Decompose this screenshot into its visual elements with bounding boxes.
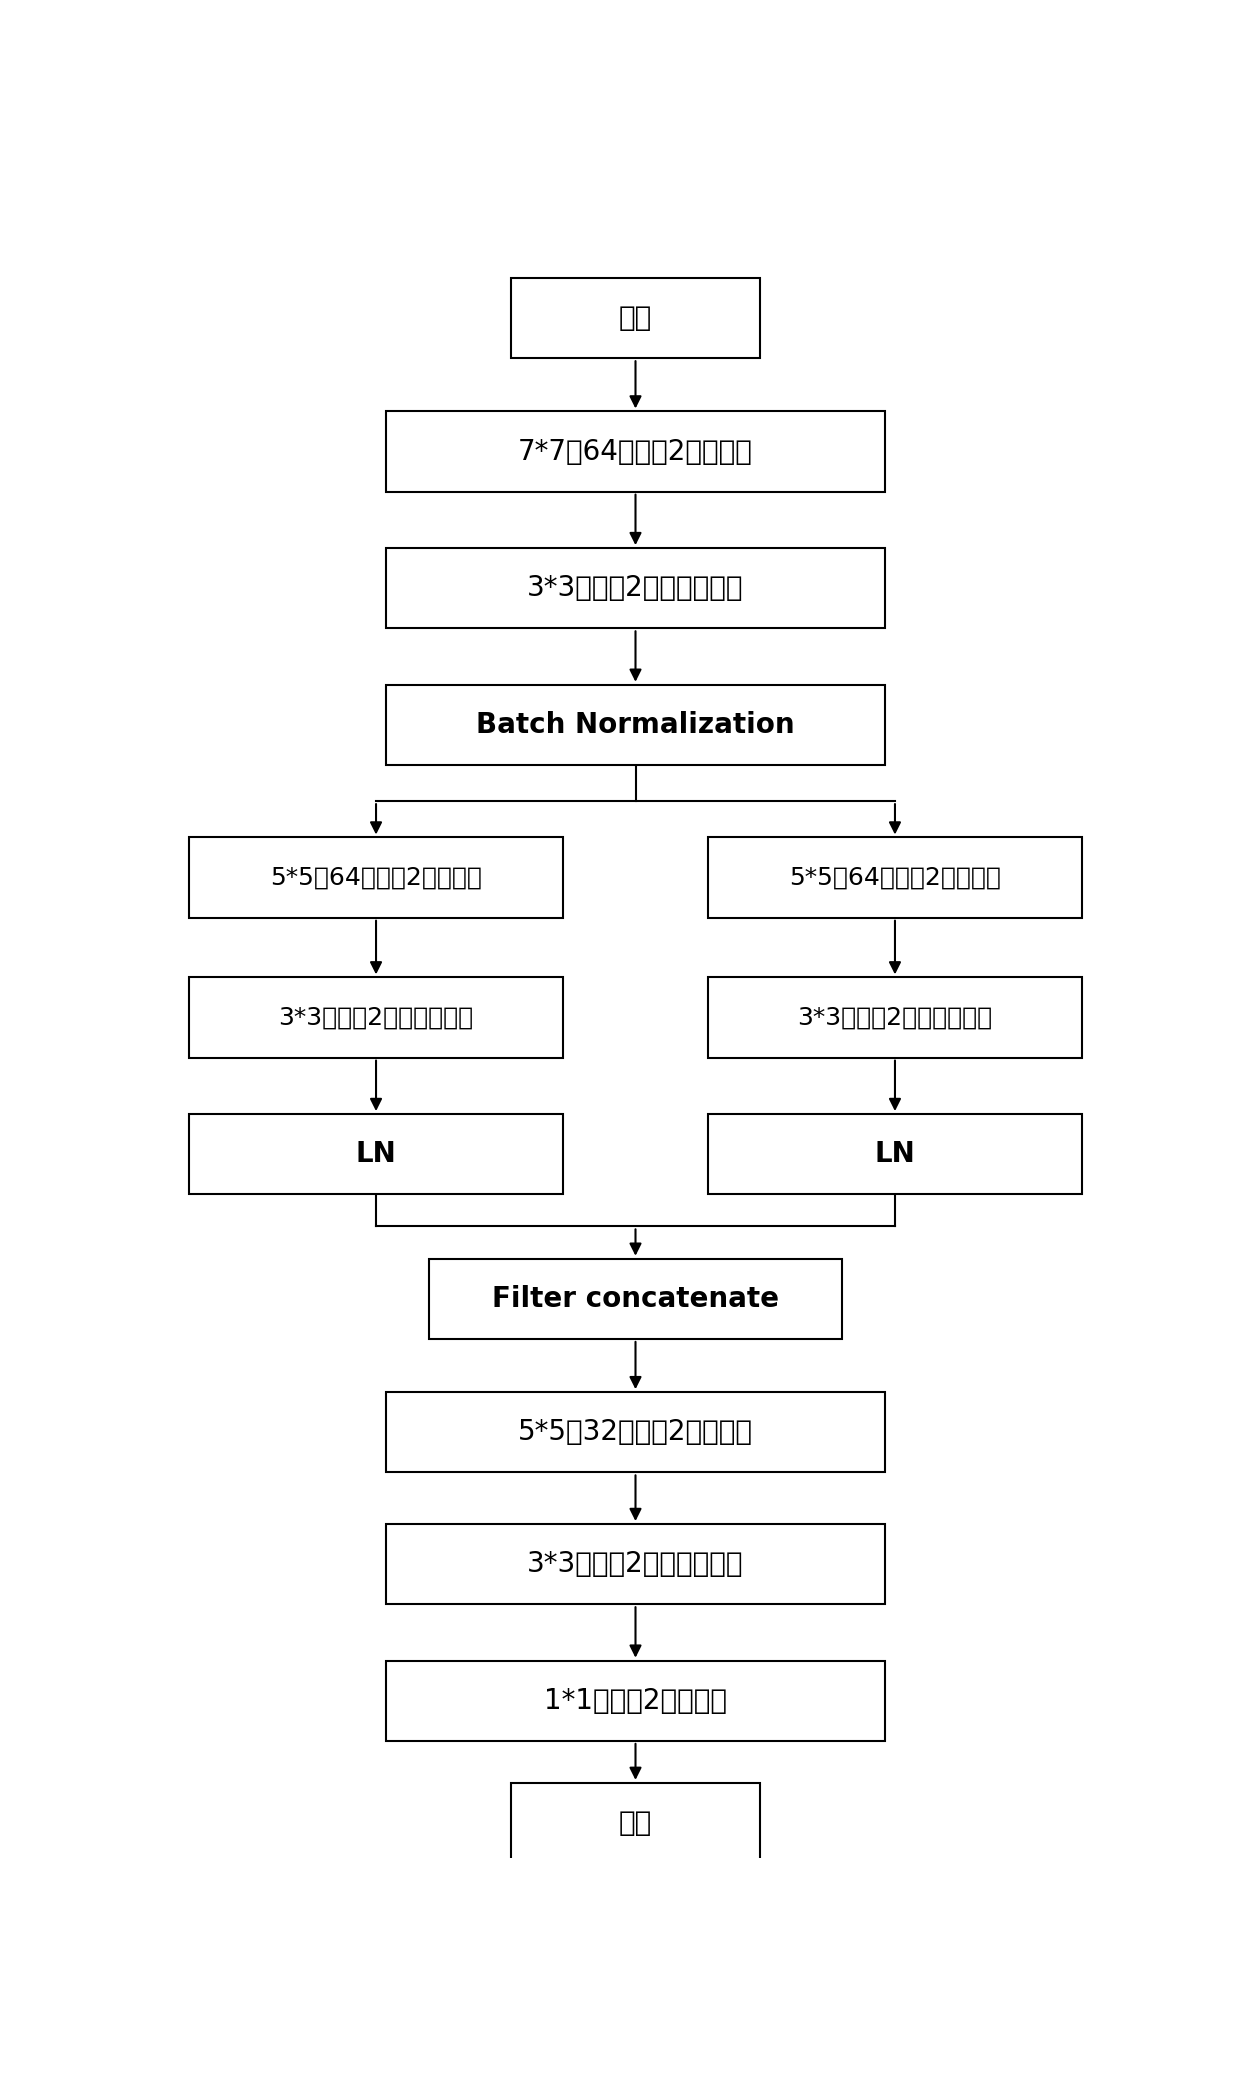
Text: 输入: 输入: [619, 305, 652, 332]
Bar: [511, 278, 760, 359]
Text: 3*3，步长2，最大池化层: 3*3，步长2，最大池化层: [279, 1006, 474, 1029]
Text: 5*5，64，步长2，卷积层: 5*5，64，步长2，卷积层: [789, 867, 1001, 889]
Bar: [511, 1783, 760, 1862]
Bar: [386, 1524, 885, 1604]
Text: 5*5，64，步长2，卷积层: 5*5，64，步长2，卷积层: [270, 867, 482, 889]
Bar: [188, 1113, 563, 1194]
Text: Batch Normalization: Batch Normalization: [476, 710, 795, 739]
Bar: [386, 547, 885, 628]
Bar: [708, 1113, 1083, 1194]
Text: 3*3，步长2，最大池化层: 3*3，步长2，最大池化层: [527, 1549, 744, 1579]
Text: 3*3，步长2，最大池化层: 3*3，步长2，最大池化层: [797, 1006, 992, 1029]
Text: 输入: 输入: [619, 1808, 652, 1837]
Text: 5*5，32，步长2，卷积层: 5*5，32，步长2，卷积层: [518, 1418, 753, 1447]
Text: LN: LN: [874, 1140, 915, 1167]
Bar: [429, 1259, 842, 1338]
Text: Filter concatenate: Filter concatenate: [492, 1284, 779, 1313]
Bar: [188, 977, 563, 1059]
Bar: [708, 837, 1083, 919]
Bar: [386, 411, 885, 493]
Text: 7*7，64，步长2，卷积层: 7*7，64，步长2，卷积层: [518, 438, 753, 466]
Bar: [386, 1660, 885, 1741]
Bar: [708, 977, 1083, 1059]
Bar: [386, 685, 885, 764]
Text: LN: LN: [356, 1140, 397, 1167]
Bar: [386, 1393, 885, 1472]
Text: 1*1，步长2，卷积层: 1*1，步长2，卷积层: [544, 1687, 727, 1714]
Bar: [188, 837, 563, 919]
Text: 3*3，步长2，平均池化层: 3*3，步长2，平均池化层: [527, 574, 744, 601]
